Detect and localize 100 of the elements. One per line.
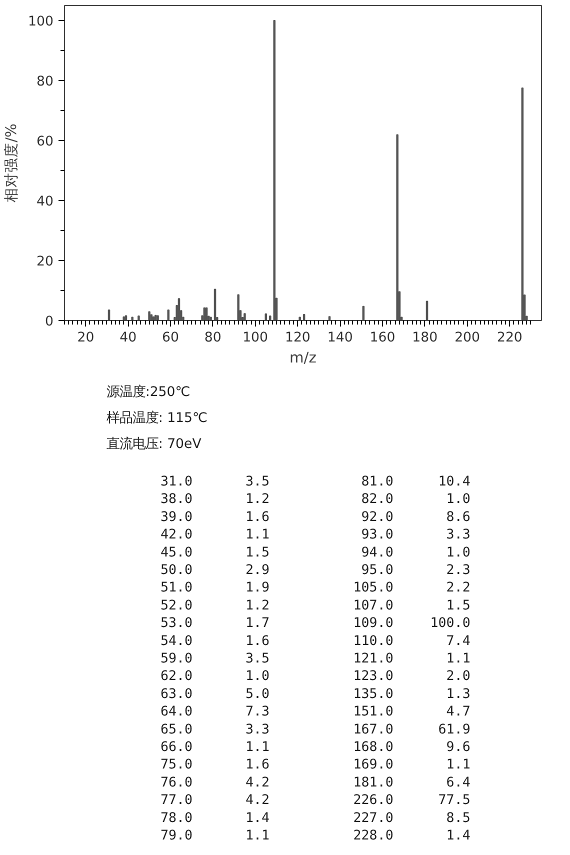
text: 45.0	[160, 545, 193, 560]
text: 226.0	[353, 793, 394, 808]
text: 6.4	[446, 775, 470, 790]
text: 123.0	[353, 669, 394, 684]
text: 107.0	[353, 598, 394, 614]
x-tick-label: 60	[162, 330, 179, 346]
text: 95.0	[361, 563, 394, 578]
text: 2.3	[446, 563, 470, 578]
x-tick-label: 200	[454, 330, 480, 346]
y-tick-label: 100	[28, 14, 54, 30]
text: 100.0	[430, 616, 470, 632]
text: 1.6	[245, 758, 270, 773]
text: 81.0	[361, 474, 394, 490]
text: 1.5	[245, 545, 270, 560]
text: 78.0	[160, 810, 193, 826]
text: 2.9	[245, 563, 270, 578]
text: 227.0	[353, 810, 394, 826]
text: 1.7	[245, 616, 270, 632]
text: 2.2	[446, 580, 470, 596]
x-axis-title: m/z	[290, 350, 317, 366]
x-tick-label: 120	[284, 330, 310, 346]
text: 1.0	[245, 669, 270, 684]
text: 61.9	[438, 722, 470, 738]
text: 7.3	[245, 704, 270, 720]
text: 4.7	[446, 704, 470, 720]
x-tick-label: 40	[120, 330, 137, 346]
x-tick-label: 80	[204, 330, 222, 346]
text: 62.0	[160, 669, 193, 684]
text: 3.3	[446, 528, 470, 543]
text: 105.0	[353, 580, 394, 596]
text: 8.6	[446, 510, 470, 525]
text: 59.0	[160, 652, 193, 666]
text: 110.0	[353, 634, 394, 649]
y-tick-label: 40	[36, 194, 54, 210]
text: 样品温度: 115℃	[106, 410, 208, 426]
text: 9.6	[446, 740, 470, 755]
y-tick-label: 20	[36, 254, 54, 270]
text: 151.0	[353, 704, 394, 720]
text: 8.5	[446, 810, 470, 826]
text: 1.1	[446, 652, 470, 666]
x-tick-label: 20	[77, 330, 94, 346]
text: 1.1	[245, 828, 270, 844]
text: 77.5	[438, 793, 470, 808]
x-tick-label: 180	[412, 330, 438, 346]
text: 167.0	[353, 722, 394, 738]
text: 52.0	[160, 598, 193, 614]
text: 1.6	[245, 510, 270, 525]
text: 1.0	[446, 492, 470, 508]
y-tick-label: 0	[45, 314, 54, 330]
text: 135.0	[353, 686, 394, 702]
text: 1.4	[446, 828, 470, 844]
x-tick-label: 100	[242, 330, 268, 346]
text: 1.2	[245, 492, 270, 508]
text: 51.0	[160, 580, 193, 596]
text: 3.5	[245, 474, 270, 490]
text: 169.0	[353, 758, 394, 773]
text: 76.0	[160, 775, 193, 790]
text: 10.4	[438, 474, 470, 490]
text: 53.0	[160, 616, 193, 632]
text: 66.0	[160, 740, 193, 755]
text: 源温度:250℃	[106, 384, 190, 400]
text: 109.0	[353, 616, 394, 632]
x-tick-label: 160	[370, 330, 396, 346]
text: 65.0	[160, 722, 193, 738]
text: 63.0	[160, 686, 193, 702]
text: 1.9	[245, 580, 270, 596]
text: 3.3	[245, 722, 270, 738]
text: 92.0	[361, 510, 394, 525]
text: 直流电压: 70eV	[106, 436, 202, 452]
text: 121.0	[353, 652, 394, 666]
text: 1.4	[245, 810, 270, 826]
y-tick-label: 60	[36, 134, 54, 150]
text: 1.2	[245, 598, 270, 614]
text: 5.0	[245, 686, 270, 702]
text: 3.5	[245, 652, 270, 666]
text: 1.1	[446, 758, 470, 773]
text: 39.0	[160, 510, 193, 525]
text: 77.0	[160, 793, 193, 808]
text: 168.0	[353, 740, 394, 755]
text: 50.0	[160, 563, 193, 578]
text: 93.0	[361, 528, 394, 543]
text: 1.6	[245, 634, 270, 649]
text: 1.3	[446, 686, 470, 702]
text: 4.2	[245, 793, 270, 808]
text: 38.0	[160, 492, 193, 508]
text: 7.4	[446, 634, 470, 649]
text: 1.1	[245, 528, 270, 543]
y-axis-title: 相对强度/%	[3, 123, 20, 202]
text: 228.0	[353, 828, 394, 844]
text: 31.0	[160, 474, 193, 490]
text: 75.0	[160, 758, 193, 773]
text: 1.0	[446, 545, 470, 560]
text: 82.0	[361, 492, 394, 508]
text: 1.5	[446, 598, 470, 614]
text: 64.0	[160, 704, 193, 720]
x-tick-label: 220	[496, 330, 522, 346]
text: 42.0	[160, 528, 193, 543]
text: 181.0	[353, 775, 394, 790]
text: 54.0	[160, 634, 193, 649]
text: 79.0	[160, 828, 193, 844]
